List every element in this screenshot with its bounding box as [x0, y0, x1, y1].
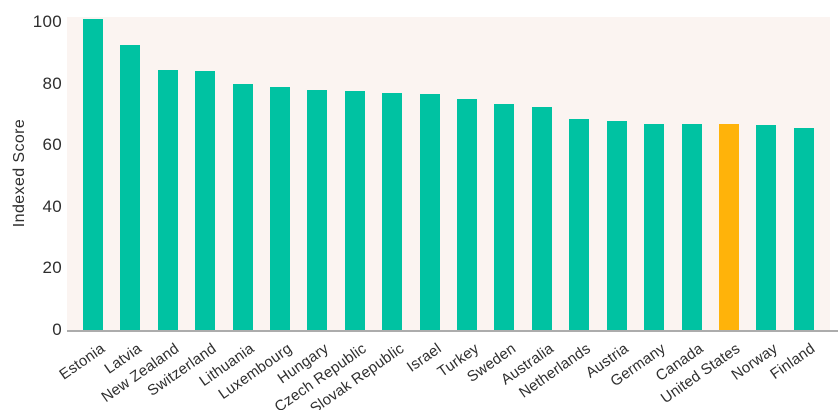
bar-sweden: Sweden — [464, 103, 519, 386]
x-axis-line — [67, 330, 838, 332]
bar-luxembourg: Luxembourg — [215, 86, 295, 403]
bar-austria: Austria — [582, 120, 631, 382]
bar-finland: Finland — [767, 128, 818, 383]
bar-israel: Israel — [404, 94, 444, 376]
bar-czech-republic: Czech Republic — [271, 91, 370, 410]
y-tick-label: 60 — [42, 135, 62, 155]
bar-norway: Norway — [729, 125, 781, 384]
y-tick-label: 40 — [42, 196, 62, 216]
bar-netherlands: Netherlands — [516, 119, 594, 402]
y-tick-label: 0 — [52, 320, 62, 339]
plot-background — [67, 17, 830, 331]
bar-united-states: United States — [658, 123, 744, 407]
bar-lithuania: Lithuania — [196, 83, 257, 390]
bar-new-zealand: New Zealand — [99, 69, 183, 406]
y-tick-label: 100 — [32, 12, 62, 31]
bar-switzerland: Switzerland — [145, 71, 220, 400]
bar-australia: Australia — [498, 106, 557, 388]
bar-slovak-republic: Slovak Republic — [307, 92, 407, 410]
bar-latvia: Latvia — [102, 45, 145, 378]
bar-hungary: Hungary — [275, 89, 332, 387]
bars-container: Estonia Latvia New Zealand Switzerland Lithu… — [56, 0, 838, 410]
bar-turkey: Turkey — [434, 99, 482, 381]
bar-germany: Germany — [607, 123, 669, 390]
x-axis-label-estonia: Estonia — [55, 340, 108, 384]
y-tick-label: 20 — [42, 258, 62, 278]
y-tick-label: 80 — [42, 73, 62, 93]
bar-estonia: Estonia — [56, 18, 108, 383]
bar-canada: Canada — [652, 123, 706, 385]
